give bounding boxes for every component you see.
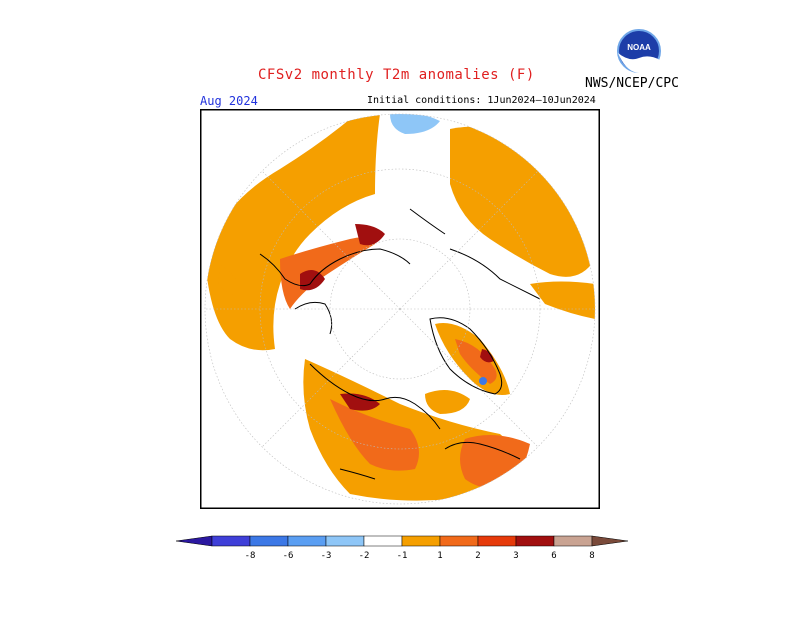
colorbar-low-extension <box>175 535 213 547</box>
colorbar-tick-label: 2 <box>475 551 480 561</box>
map-title: CFSv2 monthly T2m anomalies (F) <box>258 67 535 83</box>
colorbar-bin <box>553 535 593 547</box>
graticule <box>205 168 595 450</box>
colorbar-tick-label: 8 <box>589 551 594 561</box>
anomaly-region-alaska <box>425 390 470 414</box>
anomaly-region-north-africa <box>218 264 245 296</box>
colorbar-bin <box>249 535 289 547</box>
anomaly-region-greenland <box>455 339 497 384</box>
colorbar-high-extension <box>591 535 629 547</box>
anomaly-region-pacific <box>530 281 595 319</box>
noaa-logo: NOAA <box>617 29 661 74</box>
anomaly-region-cold-spot <box>479 377 487 385</box>
colorbar-bin <box>325 535 365 547</box>
anomaly-region-cold-north <box>390 114 440 134</box>
colorbar-bin <box>287 535 327 547</box>
noaa-logo-text: NOAA <box>627 43 651 52</box>
anomaly-region-greenland-core <box>480 349 494 363</box>
colorbar-bin <box>477 535 517 547</box>
initial-conditions: Initial conditions: 1Jun2024—10Jun2024 <box>367 95 596 106</box>
colorbar-bin <box>401 535 441 547</box>
colorbar-tick-label: -6 <box>283 551 294 561</box>
colorbar-tick-label: -1 <box>397 551 408 561</box>
anomaly-region-canada <box>330 399 419 471</box>
colorbar: -8 -6 -3 -2 -1 1 2 3 6 8 <box>175 535 629 561</box>
agency-label: NWS/NCEP/CPC <box>585 76 679 91</box>
anomaly-map <box>200 109 600 509</box>
globe-outline <box>204 113 596 505</box>
anomaly-fields <box>205 114 595 501</box>
anomaly-region-east-asia <box>450 126 595 277</box>
map-frame <box>200 109 600 509</box>
anomaly-region-europe-asia <box>205 114 380 351</box>
colorbar-bin <box>439 535 479 547</box>
target-month: Aug 2024 <box>200 94 258 108</box>
colorbar-bin <box>363 535 403 547</box>
colorbar-bin <box>515 535 555 547</box>
colorbar-tick-label: -3 <box>321 551 332 561</box>
colorbar-bin <box>211 535 251 547</box>
colorbar-tick-label: -2 <box>359 551 370 561</box>
anomaly-region-norway <box>355 224 385 246</box>
colorbar-tick-label: 6 <box>551 551 556 561</box>
colorbar-tick-label: 1 <box>437 551 442 561</box>
colorbar-tick-label: -8 <box>245 551 256 561</box>
anomaly-region-scandinavia <box>280 237 375 309</box>
colorbar-tick-label: 3 <box>513 551 518 561</box>
anomaly-region-arctic-canada <box>340 393 380 411</box>
coastlines <box>259 208 541 480</box>
